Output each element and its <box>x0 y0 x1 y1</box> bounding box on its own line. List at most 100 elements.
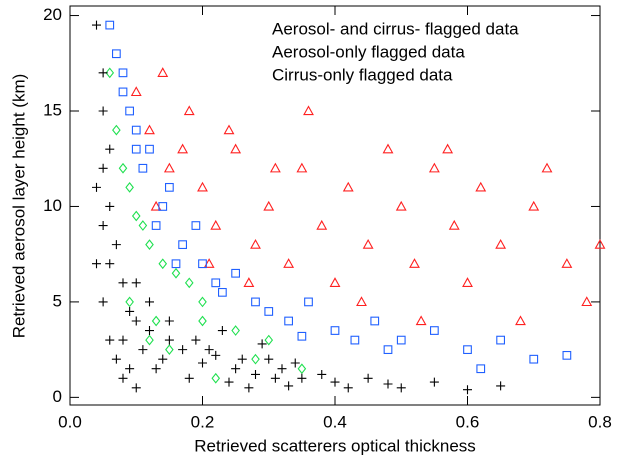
scatter-point <box>231 325 240 336</box>
scatter-point <box>145 334 154 346</box>
scatter-point <box>130 86 142 97</box>
scatter-point <box>118 278 128 288</box>
scatter-point <box>409 258 420 268</box>
legend-label: Aerosol- and cirrus- flagged data <box>272 19 519 38</box>
scatter-point <box>125 296 134 308</box>
scatter-point <box>297 331 307 341</box>
scatter-point <box>496 381 506 391</box>
scatter-point <box>211 350 221 360</box>
x-tick-label: 0.2 <box>191 412 215 431</box>
scatter-point <box>495 239 507 249</box>
scatter-point <box>157 67 169 77</box>
scatter-point <box>581 296 593 307</box>
x-tick-label: 0.8 <box>588 412 612 431</box>
scatter-point <box>529 354 539 364</box>
scatter-point <box>528 200 540 211</box>
scatter-point <box>92 20 101 30</box>
scatter-point <box>210 219 222 230</box>
scatter-point <box>98 106 108 116</box>
scatter-point <box>145 239 154 251</box>
scatter-point <box>158 354 168 364</box>
y-tick-label: 10 <box>43 196 62 215</box>
scatter-point <box>145 326 154 336</box>
scatter-point <box>164 316 174 326</box>
scatter-point <box>264 354 274 364</box>
scatter-point <box>329 277 341 287</box>
scatter-point <box>356 296 367 307</box>
scatter-point <box>463 345 472 355</box>
scatter-point <box>257 339 267 349</box>
scatter-point <box>429 377 439 387</box>
scatter-point <box>269 162 281 173</box>
scatter-point <box>163 162 175 173</box>
scatter-point <box>382 143 394 154</box>
scatter-point <box>98 163 108 173</box>
scatter-point <box>396 383 406 393</box>
scatter-point <box>183 105 195 116</box>
scatter-point <box>462 277 473 287</box>
scatter-point <box>370 316 380 326</box>
scatter-point <box>111 354 121 364</box>
scatter-point <box>184 373 194 383</box>
x-tick-label: 0.4 <box>323 412 347 431</box>
scatter-point <box>191 221 201 230</box>
scatter-point <box>396 335 406 345</box>
scatter-point <box>429 326 439 335</box>
scatter-point <box>138 163 148 173</box>
scatter-point <box>118 162 128 174</box>
scatter-point <box>303 105 314 116</box>
scatter-point <box>230 143 242 154</box>
scatter-point <box>211 372 221 384</box>
scatter-point <box>131 144 141 154</box>
scatter-point <box>171 259 181 269</box>
scatter-point <box>231 364 241 374</box>
scatter-point <box>105 259 115 269</box>
scatter-point <box>251 353 260 365</box>
scatter-point <box>343 383 353 393</box>
scatter-point <box>131 316 141 326</box>
scatter-point <box>428 162 440 173</box>
scatter-point <box>496 335 505 345</box>
scatter-point <box>177 143 189 154</box>
scatter-point <box>350 335 360 345</box>
scatter-point <box>594 239 606 249</box>
scatter-point <box>251 297 260 307</box>
scatter-point <box>144 124 155 135</box>
scatter-point <box>476 364 486 374</box>
scatter-point <box>330 377 340 387</box>
scatter-point <box>243 277 255 287</box>
scatter-point <box>463 385 472 395</box>
scatter-point <box>178 345 188 355</box>
scatter-point <box>263 200 275 211</box>
scatter-point <box>316 219 328 230</box>
scatter-point <box>111 240 121 250</box>
scatter-point <box>217 326 227 336</box>
scatter-point <box>178 240 188 250</box>
legend-label: Cirrus-only flagged data <box>272 65 453 84</box>
scatter-point <box>131 210 141 222</box>
scatter-point <box>383 379 393 389</box>
scatter-point <box>118 68 128 78</box>
scatter-point <box>264 334 274 346</box>
scatter-point <box>105 20 115 30</box>
scatter-point <box>171 267 181 279</box>
scatter-point <box>515 315 526 326</box>
scatter-point <box>198 259 207 269</box>
scatter-point <box>125 364 135 374</box>
scatter-point <box>138 345 148 355</box>
scatter-point <box>204 345 214 355</box>
scatter-point <box>284 381 294 391</box>
x-tick-label: 0.0 <box>58 412 82 431</box>
scatter-point <box>145 144 154 154</box>
scatter-point <box>290 358 300 368</box>
scatter-point <box>475 181 487 192</box>
scatter-point <box>184 277 194 289</box>
scatter-point <box>191 335 201 345</box>
scatter-point <box>541 162 553 173</box>
scatter-point <box>98 297 108 307</box>
x-tick-label: 0.6 <box>456 412 480 431</box>
scatter-point <box>251 369 260 379</box>
scatter-point <box>296 162 308 173</box>
scatter-point <box>264 307 274 316</box>
